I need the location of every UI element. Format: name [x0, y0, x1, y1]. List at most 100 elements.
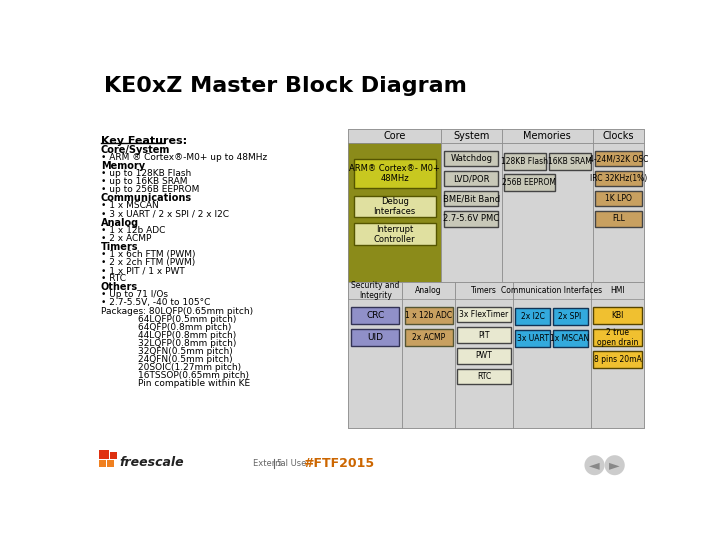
Text: 2 true
open drain: 2 true open drain	[597, 328, 638, 347]
Bar	[593, 307, 642, 323]
Text: 64QFP(0.8mm pitch): 64QFP(0.8mm pitch)	[138, 323, 231, 332]
Bar	[455, 282, 513, 428]
Bar	[553, 330, 588, 347]
Bar	[595, 171, 642, 186]
Bar	[549, 153, 590, 170]
Text: Others: Others	[101, 282, 138, 292]
Text: ARM® Cortex®- M0+
48MHz: ARM® Cortex®- M0+ 48MHz	[349, 164, 440, 183]
Bar	[444, 211, 498, 226]
Bar	[593, 351, 642, 368]
Bar	[590, 282, 644, 428]
Text: • 2 x ACMP: • 2 x ACMP	[101, 234, 151, 243]
Text: UID: UID	[367, 333, 383, 342]
Text: LVD/POR: LVD/POR	[453, 174, 490, 183]
Text: 4-24M/32K OSC: 4-24M/32K OSC	[589, 154, 648, 163]
Text: Communication Interfaces: Communication Interfaces	[501, 286, 603, 295]
Text: #FTF2015: #FTF2015	[303, 457, 374, 470]
Text: CRC: CRC	[366, 310, 384, 320]
Text: • 1 x 6ch FTM (PWM): • 1 x 6ch FTM (PWM)	[101, 250, 195, 259]
Text: • 1 x 12b ADC: • 1 x 12b ADC	[101, 226, 165, 235]
Bar	[516, 330, 550, 347]
Text: 32QFN(0.5mm pitch): 32QFN(0.5mm pitch)	[138, 347, 233, 356]
Bar	[348, 130, 441, 143]
Bar	[96, 80, 343, 438]
Text: Watchdog: Watchdog	[450, 154, 492, 163]
Bar	[593, 143, 644, 282]
Text: • up to 128KB Flash: • up to 128KB Flash	[101, 169, 191, 178]
Text: HMI: HMI	[610, 286, 625, 295]
Text: PIT: PIT	[478, 330, 490, 340]
Bar	[455, 282, 513, 299]
Text: Pin compatible within KE: Pin compatible within KE	[138, 379, 250, 388]
Text: • up to 16KB SRAM: • up to 16KB SRAM	[101, 177, 187, 186]
Bar	[405, 329, 453, 346]
Text: PWT: PWT	[476, 352, 492, 360]
Text: Clocks: Clocks	[603, 131, 634, 141]
Text: ◄: ◄	[589, 458, 600, 472]
Bar	[354, 224, 436, 245]
Bar	[99, 450, 109, 459]
Text: • ARM ® Cortex®-M0+ up to 48MHz: • ARM ® Cortex®-M0+ up to 48MHz	[101, 153, 267, 162]
Bar	[351, 307, 399, 323]
Text: 5: 5	[276, 459, 282, 468]
Text: Memory: Memory	[101, 161, 145, 171]
Bar	[348, 143, 441, 282]
Text: • Up to 71 I/Os: • Up to 71 I/Os	[101, 291, 168, 299]
Bar	[595, 151, 642, 166]
Text: • 2.7-5.5V, -40 to 105°C: • 2.7-5.5V, -40 to 105°C	[101, 299, 210, 307]
Text: ►: ►	[609, 458, 620, 472]
Text: Packages: 80LQFP(0.65mm pitch): Packages: 80LQFP(0.65mm pitch)	[101, 307, 253, 315]
Bar	[348, 130, 644, 428]
Text: 3x FlexTimer: 3x FlexTimer	[459, 310, 509, 319]
Text: 2x ACMP: 2x ACMP	[412, 333, 445, 342]
Text: 1K LPO: 1K LPO	[605, 194, 632, 203]
Text: 2x I2C: 2x I2C	[521, 312, 545, 321]
Bar	[595, 191, 642, 206]
Text: Timers: Timers	[101, 242, 138, 252]
Text: Analog: Analog	[415, 286, 442, 295]
Text: 2x SPI: 2x SPI	[559, 312, 582, 321]
Bar	[593, 130, 644, 143]
Bar	[457, 369, 510, 384]
Bar	[502, 130, 593, 143]
Bar	[354, 195, 436, 217]
Bar	[351, 329, 399, 346]
Bar	[457, 348, 510, 363]
Text: • up to 256B EEPROM: • up to 256B EEPROM	[101, 185, 199, 194]
Text: • 1 x MSCAN: • 1 x MSCAN	[101, 201, 158, 211]
Bar	[516, 308, 550, 325]
Bar	[595, 211, 642, 226]
Bar	[513, 282, 590, 428]
Text: 128KB Flash: 128KB Flash	[501, 157, 548, 166]
Text: 3x UART: 3x UART	[517, 334, 549, 343]
Text: Core: Core	[383, 131, 406, 141]
Bar	[502, 143, 593, 282]
Bar	[593, 329, 642, 346]
Circle shape	[585, 455, 605, 475]
Text: 24QFN(0.5mm pitch): 24QFN(0.5mm pitch)	[138, 355, 233, 364]
Text: Memories: Memories	[523, 131, 571, 141]
Text: Key Features:: Key Features:	[101, 136, 187, 146]
Text: Security and
Integrity: Security and Integrity	[351, 281, 400, 300]
Circle shape	[605, 455, 625, 475]
Bar	[405, 307, 453, 323]
Bar	[504, 153, 546, 170]
Bar	[504, 174, 555, 191]
Bar	[444, 171, 498, 186]
Bar	[513, 282, 590, 299]
Bar	[444, 191, 498, 206]
Text: 64LQFP(0.5mm pitch): 64LQFP(0.5mm pitch)	[138, 315, 236, 323]
Text: 2.7-5.6V PMC: 2.7-5.6V PMC	[444, 214, 500, 224]
Text: • 3 x UART / 2 x SPI / 2 x I2C: • 3 x UART / 2 x SPI / 2 x I2C	[101, 210, 229, 219]
Text: 44LQFP(0.8mm pitch): 44LQFP(0.8mm pitch)	[138, 331, 236, 340]
Bar	[107, 460, 114, 467]
Text: 20SOIC(1.27mm pitch): 20SOIC(1.27mm pitch)	[138, 363, 241, 372]
Bar	[348, 282, 402, 299]
Text: IRC 32KHz(1%): IRC 32KHz(1%)	[590, 174, 647, 183]
Text: Core/System: Core/System	[101, 145, 170, 155]
Text: RTC: RTC	[477, 372, 491, 381]
Bar	[348, 282, 402, 428]
Bar	[99, 460, 107, 467]
Text: Analog: Analog	[101, 218, 139, 228]
Text: Communications: Communications	[101, 193, 192, 204]
